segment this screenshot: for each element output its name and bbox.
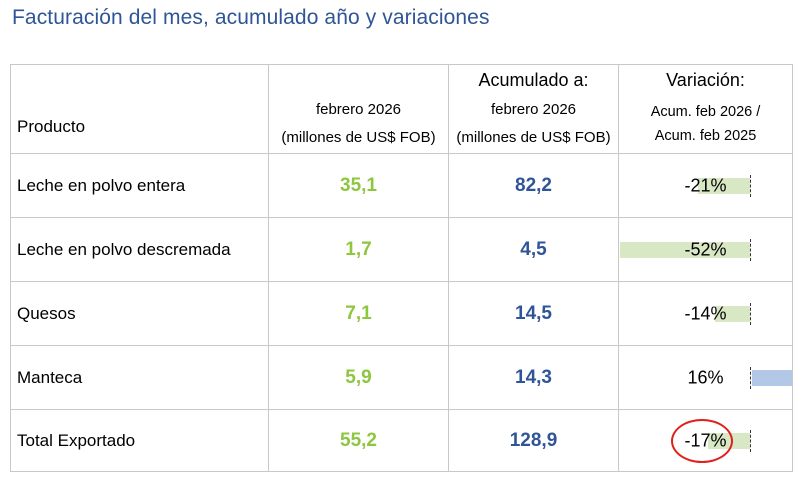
table-row: Leche en polvo entera 35,1 82,2 -21% — [10, 153, 793, 218]
header-row-top: Producto Acumulado a: Variación: — [10, 64, 793, 154]
accum-value: 128,9 — [448, 409, 619, 472]
variation-axis — [750, 302, 751, 325]
month-value: 55,2 — [268, 409, 449, 472]
header-accum-title: Acumulado a: — [448, 64, 619, 96]
header-accum-line1: febrero 2026 — [490, 101, 577, 119]
header-month-line1: febrero 2026 — [315, 101, 402, 119]
highlight-circle — [671, 418, 733, 463]
variation-bar — [752, 369, 792, 386]
header-accum: febrero 2026 (millones de US$ FOB) — [448, 95, 619, 154]
variation-cell: -52% — [618, 217, 793, 282]
table-row: Quesos 7,1 14,5 -14% — [10, 281, 793, 346]
header-var-line2: Acum. feb 2025 — [654, 128, 757, 145]
variation-axis — [750, 174, 751, 197]
header-month-line2: (millones de US$ FOB) — [281, 129, 436, 147]
month-value: 5,9 — [268, 345, 449, 410]
header-product: Producto — [10, 64, 269, 154]
variation-value: -21% — [684, 175, 727, 195]
variation-bar — [697, 177, 750, 194]
header-var: Acum. feb 2026 / Acum. feb 2025 — [618, 95, 793, 154]
month-value: 7,1 — [268, 281, 449, 346]
variation-axis — [750, 366, 751, 389]
accum-value: 82,2 — [448, 153, 619, 218]
variation-cell: -14% — [618, 281, 793, 346]
variation-bar — [620, 241, 750, 258]
accum-value: 14,5 — [448, 281, 619, 346]
header-accum-line2: (millones de US$ FOB) — [456, 129, 611, 147]
table-row: Leche en polvo descremada 1,7 4,5 -52% — [10, 217, 793, 282]
variation-axis — [750, 429, 751, 452]
variation-value: 16% — [687, 367, 724, 387]
variation-cell: -17% — [618, 409, 793, 472]
variation-bar — [715, 305, 750, 322]
page-title: Facturación del mes, acumulado año y var… — [12, 6, 490, 29]
table-row-total: Total Exportado 55,2 128,9 -17% — [10, 409, 793, 472]
product-name: Leche en polvo descremada — [10, 217, 269, 282]
header-month: febrero 2026 (millones de US$ FOB) — [268, 95, 449, 154]
month-value: 1,7 — [268, 217, 449, 282]
variation-value: -52% — [684, 239, 727, 259]
header-row-sub: febrero 2026 (millones de US$ FOB) febre… — [11, 95, 793, 154]
table-row: Manteca 5,9 14,3 16% — [10, 345, 793, 410]
variation-axis — [750, 238, 751, 261]
billing-table: Producto Acumulado a: Variación: febrero… — [10, 64, 793, 472]
variation-value: -14% — [684, 303, 727, 323]
product-name: Leche en polvo entera — [10, 153, 269, 218]
header-var-line1: Acum. feb 2026 / — [650, 104, 761, 121]
product-name: Quesos — [10, 281, 269, 346]
variation-cell: -21% — [618, 153, 793, 218]
product-name: Manteca — [10, 345, 269, 410]
header-var-title: Variación: — [618, 64, 793, 96]
product-name: Total Exportado — [10, 409, 269, 472]
accum-value: 14,3 — [448, 345, 619, 410]
accum-value: 4,5 — [448, 217, 619, 282]
variation-cell: 16% — [618, 345, 793, 410]
month-value: 35,1 — [268, 153, 449, 218]
header-month-top — [268, 64, 449, 96]
